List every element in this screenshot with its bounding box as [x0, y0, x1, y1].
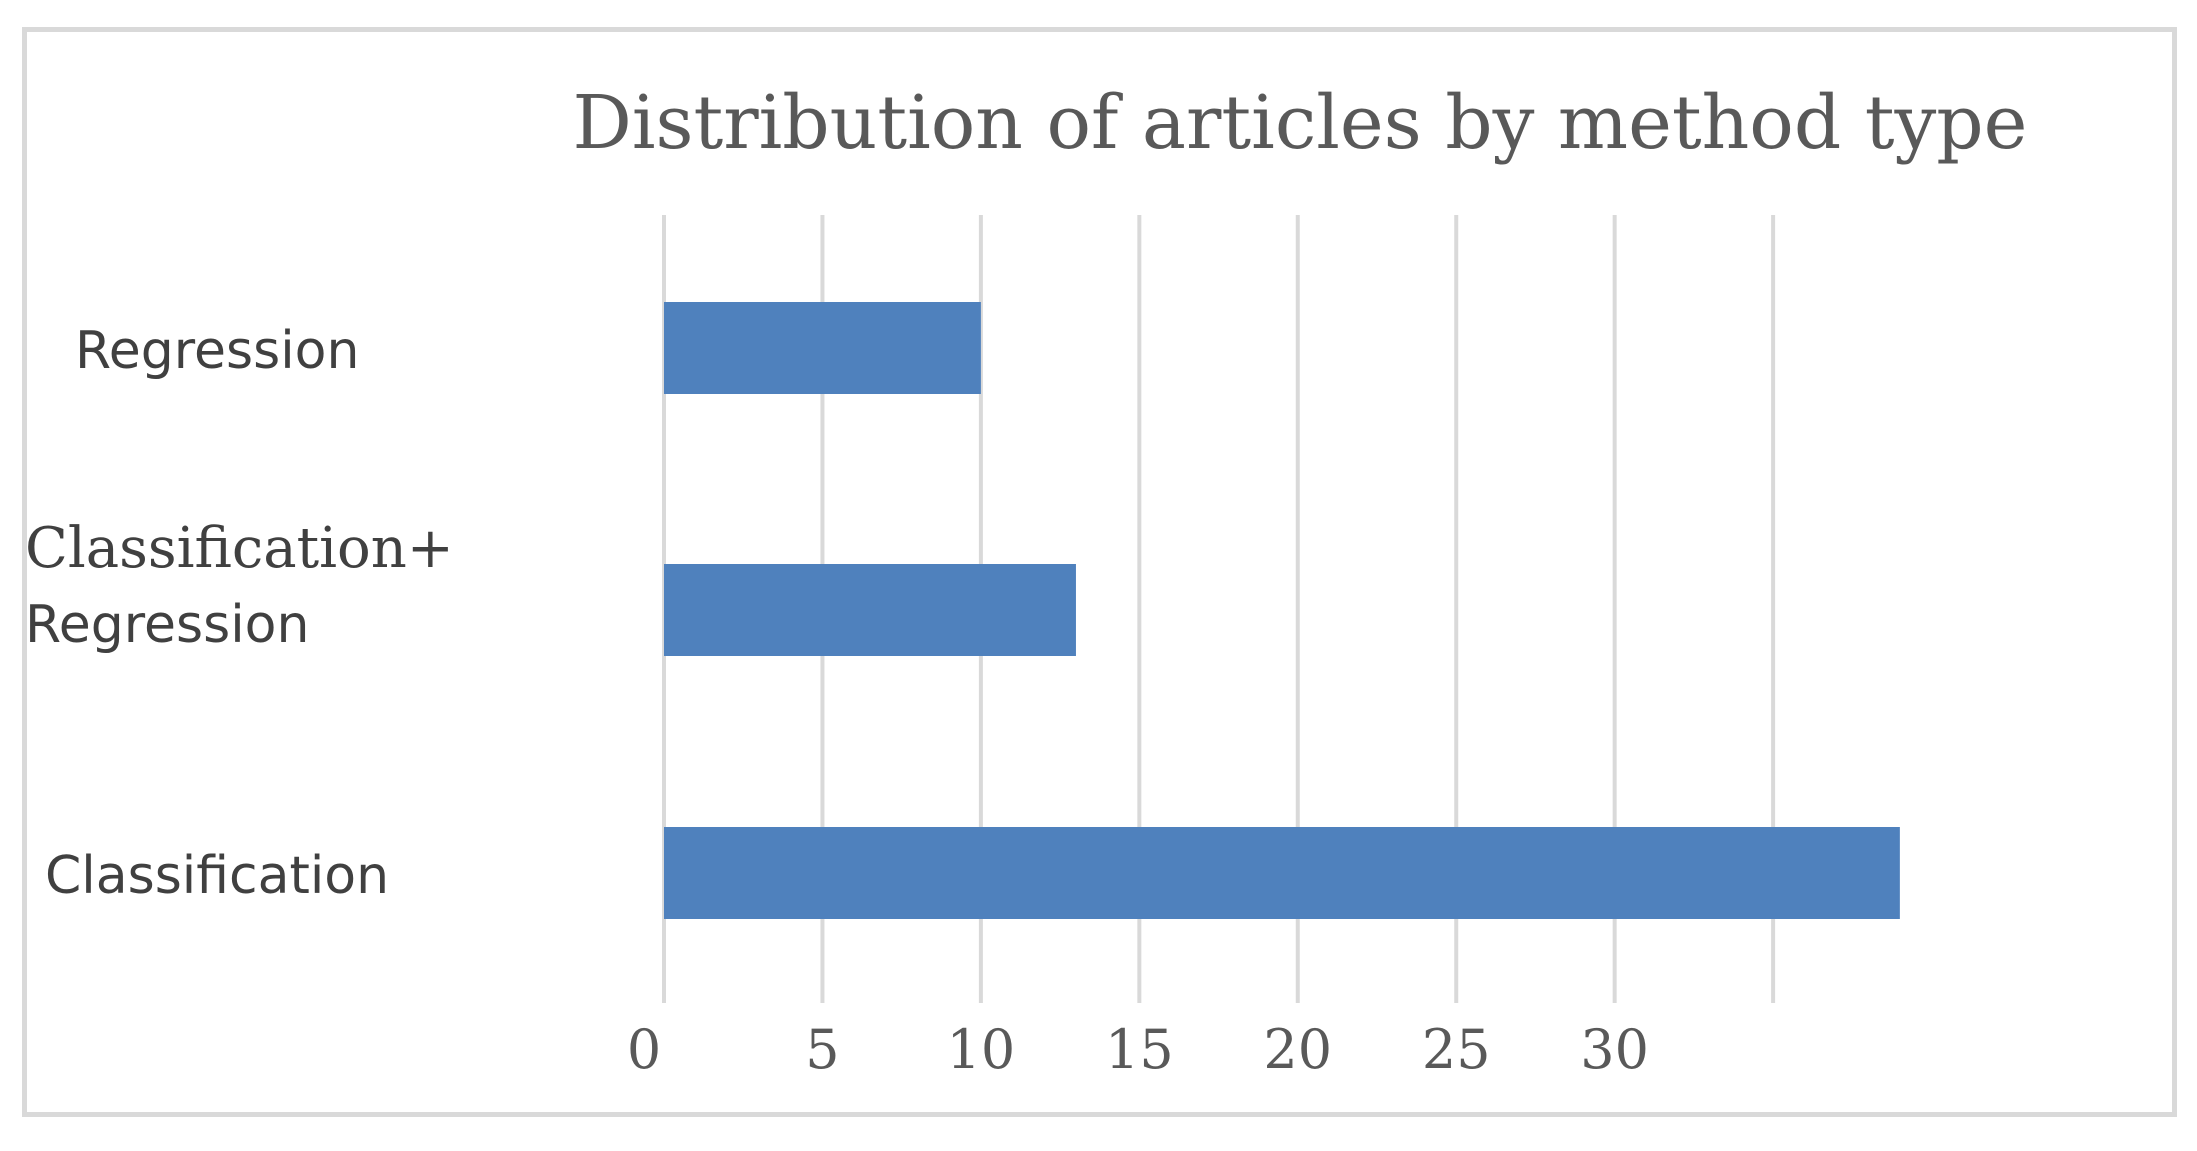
chart-frame — [22, 27, 2177, 1117]
chart-title: Distribution of articles by method type — [573, 80, 2028, 166]
category-label: Regression — [75, 321, 359, 381]
x-tick-label: 25 — [1422, 1018, 1491, 1081]
category-label: Classification — [45, 846, 389, 906]
x-tick-label: 5 — [805, 1018, 839, 1081]
x-tick-label: 10 — [947, 1018, 1016, 1081]
category-label: Classification+ — [25, 516, 454, 581]
x-tick-labels: 0 5 10 15 20 25 30 — [627, 1018, 1649, 1081]
bar — [664, 302, 981, 394]
bar — [664, 827, 1900, 919]
bar — [664, 564, 1076, 656]
x-tick-label: 0 — [627, 1018, 661, 1081]
bars — [664, 302, 1900, 919]
category-labels: Regression Classification+ Regression Class… — [25, 321, 454, 906]
x-tick-label: 15 — [1105, 1018, 1174, 1081]
category-label: Regression — [25, 595, 309, 655]
x-tick-label: 20 — [1263, 1018, 1332, 1081]
x-tick-label: 30 — [1580, 1018, 1649, 1081]
